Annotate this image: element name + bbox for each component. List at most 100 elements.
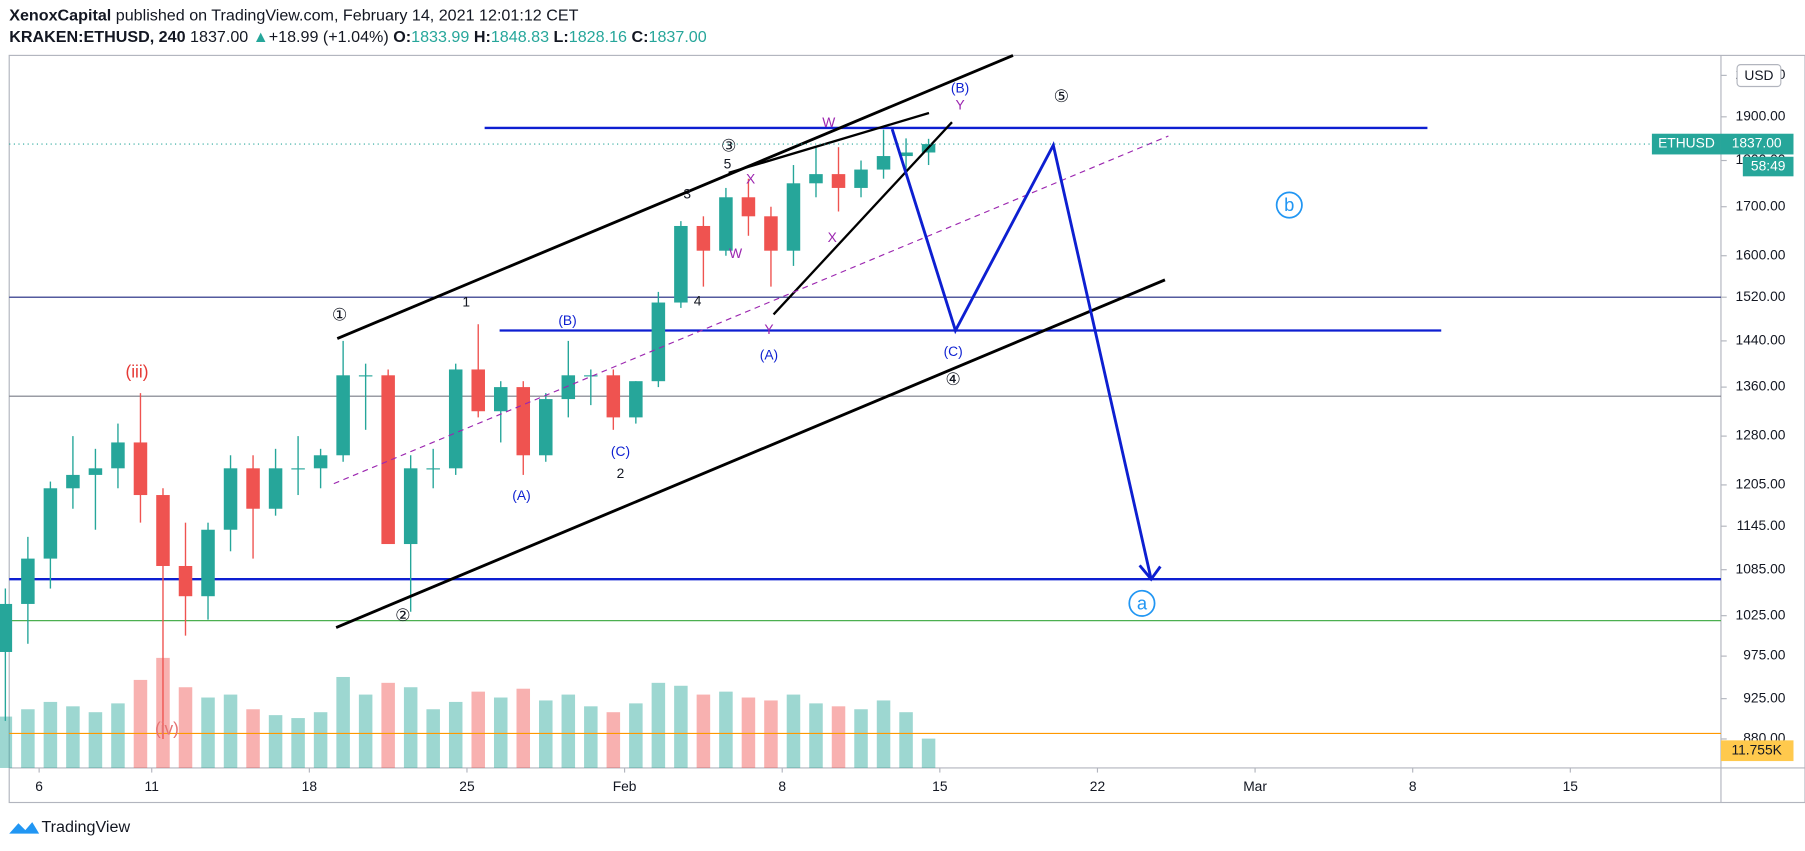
candle-body [696,225,711,251]
wave-circle [1275,191,1303,219]
symbol: KRAKEN:ETHUSD, 240 [9,28,185,46]
candle-body [606,375,621,418]
candle-body [629,381,643,418]
candle-body [471,369,485,412]
price-badge [1720,133,1794,155]
y-tick-label: 1520.00 [1736,288,1786,304]
volume-bar [426,709,440,768]
ohlc-label: C: [631,28,648,46]
wave-label: b [1284,194,1294,215]
wave-label: Y [764,321,773,337]
volume-bar [21,709,35,768]
volume-bar [651,682,666,768]
volume-bar [0,716,13,768]
candle-body [313,455,328,469]
volume-bar [741,697,756,768]
volume-bar [561,694,576,768]
x-tick-label: 15 [1563,778,1579,794]
candle-body [336,375,350,456]
symbol-line: KRAKEN:ETHUSD, 240 1837.00 ▲+18.99 (+1.0… [9,28,707,46]
volume-bar [471,691,485,768]
wave-label: 4 [694,292,702,308]
levels [9,126,1721,735]
candle-body [561,375,576,400]
candle-body [381,375,395,545]
change: +18.99 (+1.04%) [269,28,389,46]
wave-label: (iv) [155,719,179,739]
candle-body [358,375,373,377]
candle-body [493,387,508,412]
x-tick-label: Mar [1243,778,1267,794]
y-tick-label: 975.00 [1743,647,1786,663]
wave-circle [1128,589,1156,617]
wave-label: X [746,170,755,186]
volume-bar [493,697,508,768]
published: published on TradingView.com, February 1… [116,7,579,25]
volume-bar [223,694,238,768]
volume-badge-text: 11.755K [1731,741,1782,757]
wave-label: (iii) [125,362,148,382]
y-tick-label: 1205.00 [1736,476,1786,492]
volume-bar [66,706,80,768]
ohlc-label: O: [393,28,411,46]
volume-layer [0,657,936,768]
author: XenoxCapital [9,7,111,25]
volume-bar [43,701,58,768]
wave-label: ③ [721,136,736,156]
ohlc-value: 1837.00 [648,28,706,46]
volume-bar [539,700,553,768]
volume-bar [719,691,733,768]
volume-bar [448,701,463,768]
symbol-badge-text: ETHUSD [1658,135,1715,151]
arrow: ▲ [253,28,269,46]
trend-line [333,135,1169,485]
y-tick-label: 1440.00 [1736,332,1786,348]
ohlc-value: 1848.83 [491,28,549,46]
candle-body [719,197,733,251]
volume-bar [133,679,148,768]
symbol-badge [1651,133,1721,155]
volume-bar [201,697,215,768]
ohlc-value: 1833.99 [411,28,469,46]
candle-body [786,183,801,251]
countdown-badge [1742,156,1794,177]
wave-label: (C) [611,443,630,459]
volume-bar [674,685,688,768]
volume-bar [764,700,778,768]
volume-bar [178,687,193,768]
volume-bar [854,709,868,768]
volume-bar [111,703,125,768]
trend-line [728,111,930,174]
y-tick-label: 1085.00 [1736,560,1786,576]
y-tick-label: 1145.00 [1737,517,1786,533]
wave-label: W [822,114,835,130]
wave-label: ④ [945,370,960,390]
candle-body [539,399,553,456]
wave-label: 2 [617,465,625,481]
trend-line [772,121,953,316]
x-tick-label: 6 [35,778,43,794]
x-tick-label: 8 [1409,778,1417,794]
currency-badge [1736,64,1782,88]
candle-body [764,216,778,251]
wave-label: Y [955,97,964,113]
wave-label: ② [395,606,410,626]
volume-bar [336,676,350,768]
candle-body [876,156,891,170]
candle-body [899,152,913,157]
volume-bar [786,694,801,768]
volume-bar [629,703,643,768]
x-tick-label: 18 [302,778,318,794]
wave-label: ⑤ [1054,87,1069,107]
ohlc-value: 1828.16 [569,28,627,46]
y-tick-label: 1025.00 [1736,606,1786,622]
volume-bar [876,700,891,768]
candle-body [674,225,688,303]
volume-bar [921,738,936,768]
volume-bar [809,703,823,768]
ohlc-label: H: [474,28,491,46]
candle-body [854,169,868,188]
candle-body [448,369,463,469]
candles [0,129,936,739]
